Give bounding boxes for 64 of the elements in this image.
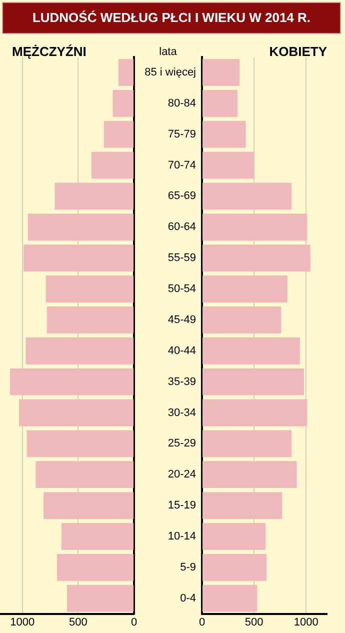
y-tick-label: 85 i więcej xyxy=(144,66,196,78)
bar xyxy=(92,152,134,179)
bar xyxy=(104,120,134,148)
y-tick-label: 55-59 xyxy=(168,252,196,264)
y-tick-label: 0-4 xyxy=(180,592,196,604)
bar xyxy=(67,584,134,612)
y-axis-title: lata xyxy=(158,46,178,58)
bar xyxy=(202,337,300,364)
bar xyxy=(202,276,288,302)
bar xyxy=(202,120,246,148)
bar xyxy=(202,430,292,458)
x-tick-label: 500 xyxy=(68,616,88,628)
bar xyxy=(202,182,292,210)
chart-title: KOBIETY xyxy=(269,44,327,59)
x-tick-label: 0 xyxy=(198,616,206,628)
y-tick-label: 50-54 xyxy=(168,283,196,296)
bar xyxy=(118,59,134,86)
bar xyxy=(202,59,240,86)
y-tick-label: 45-49 xyxy=(168,314,196,326)
bar xyxy=(61,523,134,550)
bar xyxy=(36,461,134,488)
bar xyxy=(202,461,297,488)
x-tick-label: 0 xyxy=(130,616,138,628)
bar xyxy=(202,214,308,241)
bar xyxy=(202,368,304,396)
bar xyxy=(202,523,266,550)
bar xyxy=(202,399,308,426)
bar xyxy=(202,584,258,612)
y-tick-label: 75-79 xyxy=(168,128,196,140)
bar xyxy=(46,276,134,302)
y-tick-label: 70-74 xyxy=(168,159,196,172)
y-tick-label: 40-44 xyxy=(168,344,196,357)
bar xyxy=(54,182,134,210)
y-tick-label: 65-69 xyxy=(168,190,196,202)
bar xyxy=(23,244,134,272)
bar xyxy=(10,368,134,396)
bar xyxy=(112,90,134,117)
bar xyxy=(202,152,254,179)
y-tick-label: 10-14 xyxy=(168,530,196,542)
bar xyxy=(44,492,134,519)
bar xyxy=(26,430,134,458)
bar xyxy=(28,214,134,241)
bar xyxy=(26,337,134,364)
y-tick-label: 5-9 xyxy=(180,561,196,574)
y-tick-label: 20-24 xyxy=(168,468,196,481)
y-tick-label: 35-39 xyxy=(168,376,196,388)
bar xyxy=(46,306,134,334)
y-tick-label: 60-64 xyxy=(168,221,196,234)
x-tick-label: 1000 xyxy=(294,616,318,628)
y-tick-label: 15-19 xyxy=(168,500,196,512)
x-tick-label: 500 xyxy=(244,616,264,628)
bar xyxy=(202,554,267,581)
bar xyxy=(202,306,282,334)
y-tick-label: 30-34 xyxy=(168,406,196,419)
bar xyxy=(56,554,134,581)
y-tick-label: 80-84 xyxy=(168,97,196,110)
text: LUDNOŚĆ WEDŁUG PŁCI I WIEKU W 2014 R. xyxy=(2,2,341,34)
bar xyxy=(202,90,238,117)
bar xyxy=(202,492,282,519)
y-tick-label: 25-29 xyxy=(168,438,196,450)
bar xyxy=(202,244,310,272)
chart-subtitle: MĘŻCZYŹNI xyxy=(12,44,86,59)
x-tick-label: 1000 xyxy=(10,616,35,628)
bar xyxy=(18,399,134,426)
